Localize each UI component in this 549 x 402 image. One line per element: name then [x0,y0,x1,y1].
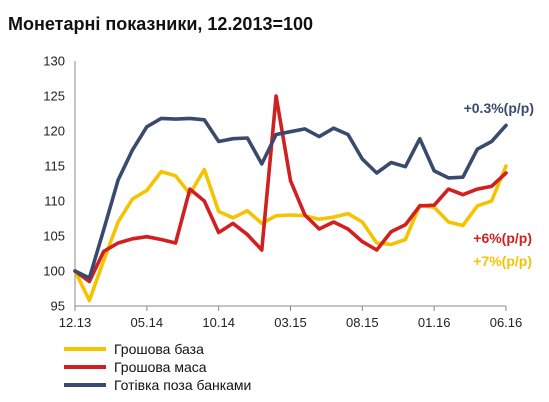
y-tick-label: 120 [43,124,65,139]
x-tick-label: 08.15 [346,315,379,330]
annotation-base: +7%(р/р) [473,253,532,269]
legend-label-base: Грошова база [114,341,204,357]
chart-axes: 95 100 105 110 115 120 125 130 12.13 05.14 10.14 03… [43,54,522,331]
y-tick-label: 110 [44,194,65,209]
legend-item-base: Грошова база [64,340,251,358]
chart-legend: Грошова база Грошова маса Готівка поза б… [64,340,251,394]
x-tick-label: 06.16 [490,315,523,330]
annotation-cash: +0.3%(р/р) [464,100,534,116]
x-tick-label: 03.15 [274,315,307,330]
legend-label-cash: Готівка поза банками [114,377,252,393]
x-tick-label: 05.14 [131,315,164,330]
annotation-layer: +0.3%(р/р) +6%(р/р) +7%(р/р) [464,100,534,269]
y-tick-label: 115 [44,159,65,174]
legend-item-money-supply: Грошова маса [64,358,251,376]
x-tick-label: 01.16 [418,315,451,330]
legend-swatch-money-supply [64,365,106,369]
legend-item-cash: Готівка поза банками [64,376,251,394]
legend-label-money-supply: Грошова маса [114,359,207,375]
y-tick-label: 125 [43,89,65,104]
y-tick-label: 105 [43,229,65,244]
series-line-base [73,164,508,303]
series-layer [73,94,508,303]
legend-swatch-base [64,347,106,351]
series-line-money-supply [73,94,508,284]
x-tick-label: 10.14 [202,315,235,330]
legend-swatch-cash [64,383,106,387]
y-tick-label: 100 [43,264,65,279]
chart-title: Монетарні показники, 12.2013=100 [8,14,314,34]
series-line-cash [73,116,508,280]
y-tick-label: 130 [43,54,65,69]
annotation-money-supply: +6%(р/р) [473,230,532,246]
x-tick-label: 12.13 [59,315,92,330]
y-tick-label: 95 [51,299,65,314]
